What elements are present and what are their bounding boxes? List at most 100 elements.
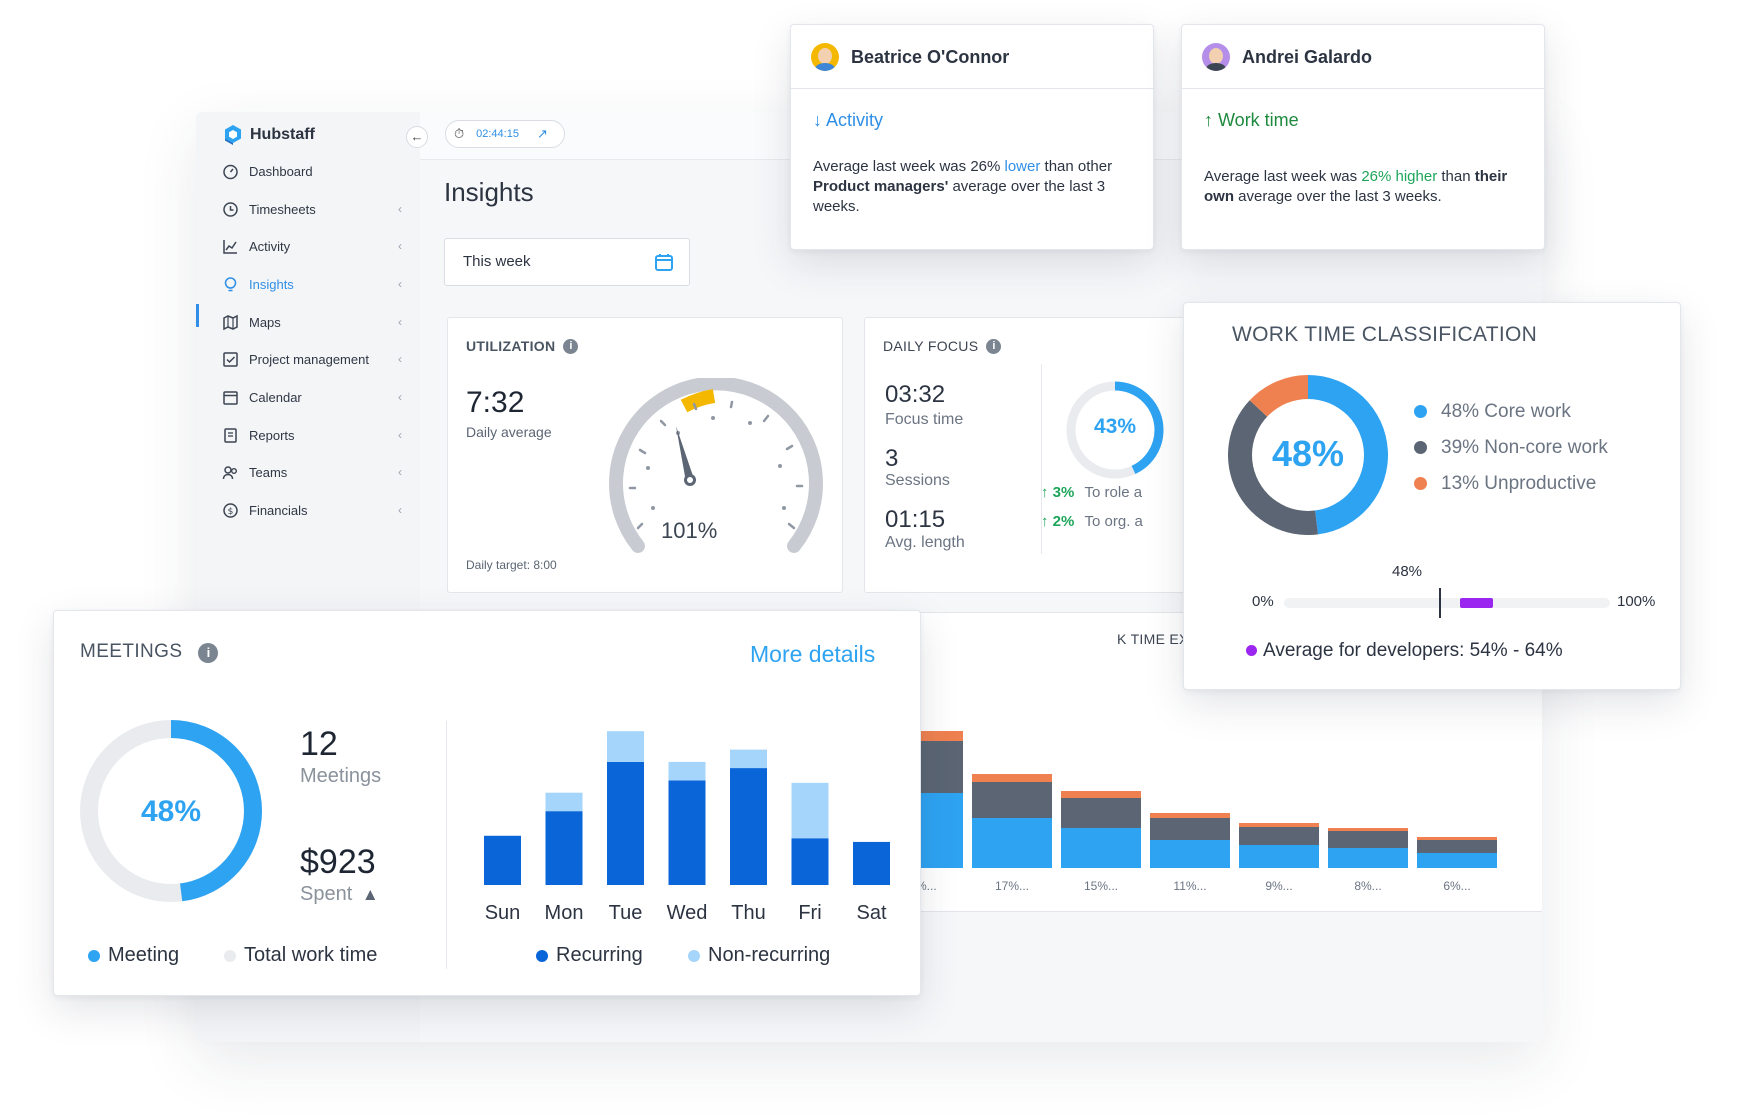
warning-icon[interactable]: ▲ bbox=[361, 885, 379, 904]
x-tick-label: 11%... bbox=[1173, 879, 1206, 893]
utilization-value: 7:32 bbox=[466, 386, 525, 419]
chevron-left-icon[interactable]: ‹ bbox=[398, 465, 402, 479]
focus-donut bbox=[1066, 381, 1164, 479]
sidebar-item-dashboard[interactable]: Dashboard bbox=[222, 158, 402, 184]
meetings-title-row: MEETINGS i bbox=[80, 641, 219, 663]
sessions-label: Sessions bbox=[885, 472, 950, 489]
insight-text-part: than bbox=[1437, 168, 1475, 185]
bar-nonrecurring bbox=[607, 731, 644, 762]
sidebar-item-label: Maps bbox=[249, 314, 281, 330]
sidebar-item-calendar[interactable]: Calendar ‹ bbox=[222, 384, 402, 410]
chevron-left-icon[interactable]: ‹ bbox=[398, 277, 402, 291]
x-tick-label: 8%... bbox=[1354, 879, 1381, 893]
sidebar-item-reports[interactable]: Reports ‹ bbox=[222, 422, 402, 448]
legend-label: 13% Unproductive bbox=[1441, 473, 1597, 494]
x-tick-label: 17%... bbox=[995, 879, 1029, 893]
meetings-bar-chart: Sun Mon Tue Wed Thu Fri Sat bbox=[484, 731, 890, 924]
metric-row: ↑ Work time bbox=[1204, 110, 1299, 131]
team-icon bbox=[222, 465, 237, 479]
date-filter-value: This week bbox=[463, 253, 531, 270]
calendar-icon bbox=[223, 390, 238, 405]
expenditure-bar-segment bbox=[1417, 853, 1497, 868]
insight-card-andrei[interactable]: Andrei Galardo ↑ Work time Average last … bbox=[1181, 24, 1545, 250]
user-name: Andrei Galardo bbox=[1242, 46, 1373, 67]
info-icon[interactable]: i bbox=[198, 642, 219, 663]
dashboard-icon bbox=[223, 164, 238, 179]
date-filter[interactable]: This week bbox=[444, 238, 690, 286]
open-timer-icon[interactable]: ↗ bbox=[536, 126, 548, 141]
bar-recurring bbox=[607, 761, 644, 885]
sidebar-item-label: Dashboard bbox=[249, 163, 313, 179]
sidebar-item-maps[interactable]: Maps ‹ bbox=[222, 309, 402, 335]
chevron-left-icon[interactable]: ‹ bbox=[398, 315, 402, 329]
x-tick-label: Fri bbox=[798, 902, 821, 924]
sidebar-item-teams[interactable]: Teams ‹ bbox=[222, 459, 402, 485]
sidebar-item-label: Insights bbox=[249, 276, 294, 292]
legend-label: Recurring bbox=[556, 944, 643, 966]
map-icon bbox=[223, 314, 238, 330]
chevron-left-icon[interactable]: ‹ bbox=[398, 239, 402, 253]
info-icon[interactable]: i bbox=[563, 339, 579, 355]
report-icon bbox=[224, 427, 237, 443]
insight-highlight: 26% higher bbox=[1361, 168, 1438, 185]
bar-recurring bbox=[484, 835, 521, 885]
x-tick-label: Sun bbox=[485, 902, 521, 924]
chevron-left-icon[interactable]: ‹ bbox=[398, 352, 402, 366]
brand[interactable]: Hubstaff bbox=[222, 124, 315, 146]
expenditure-bar-segment bbox=[1061, 791, 1141, 798]
lightbulb-icon bbox=[224, 276, 237, 291]
user-marker bbox=[1439, 588, 1442, 618]
x-tick-label: Thu bbox=[731, 902, 765, 924]
up-arrow-icon: ↑ bbox=[1041, 513, 1053, 530]
insight-value: 26% bbox=[970, 158, 1001, 175]
sidebar-item-project-management[interactable]: Project management ‹ bbox=[222, 346, 402, 372]
insight-bold: Product managers' bbox=[813, 178, 949, 195]
legend-label: 48% Core work bbox=[1441, 401, 1571, 422]
x-tick-label: 9%... bbox=[1265, 879, 1292, 893]
utilization-gauge bbox=[609, 378, 823, 553]
insight-highlight: lower bbox=[1000, 158, 1041, 175]
chevron-left-icon[interactable]: ‹ bbox=[398, 202, 402, 216]
sidebar-item-financials[interactable]: $ Financials ‹ bbox=[222, 497, 402, 523]
expenditure-bar-segment bbox=[972, 818, 1052, 868]
clock-icon bbox=[223, 201, 238, 217]
legend-dot bbox=[1414, 441, 1427, 455]
dollar-icon: $ bbox=[223, 502, 238, 518]
sidebar-item-label: Reports bbox=[249, 427, 295, 443]
divider bbox=[1041, 364, 1042, 554]
avg-length-value: 01:15 bbox=[885, 506, 946, 533]
daily-focus-title-row: DAILY FOCUS i bbox=[883, 338, 1002, 356]
insight-bold: their own bbox=[1204, 168, 1508, 205]
meetings-donut bbox=[80, 720, 262, 902]
utilization-title: UTILIZATION bbox=[466, 338, 556, 354]
sidebar-item-timesheets[interactable]: Timesheets ‹ bbox=[222, 196, 402, 222]
collapse-sidebar-button[interactable]: ← bbox=[406, 126, 428, 148]
sessions-value: 3 bbox=[885, 445, 899, 472]
sidebar-item-insights[interactable]: Insights ‹ bbox=[222, 271, 402, 297]
legend-total: Total work time bbox=[224, 944, 377, 967]
timer-widget[interactable]: ⏱ 02:44:15 ↗ bbox=[445, 120, 565, 148]
chevron-left-icon[interactable]: ‹ bbox=[398, 428, 402, 442]
up-arrow-icon: ↑ bbox=[1041, 484, 1053, 501]
legend-dot bbox=[1414, 405, 1427, 419]
legend-recurring: Recurring bbox=[536, 944, 643, 967]
user-name: Beatrice O'Connor bbox=[851, 46, 1010, 67]
chart-line-icon bbox=[223, 239, 237, 254]
brand-name: Hubstaff bbox=[250, 126, 315, 143]
focus-time-label: Focus time bbox=[885, 411, 964, 428]
x-tick-label: 6%... bbox=[1443, 879, 1470, 893]
page-title: Insights bbox=[444, 177, 534, 207]
chevron-left-icon[interactable]: ‹ bbox=[398, 503, 402, 517]
meetings-count-label: Meetings bbox=[300, 765, 382, 787]
info-icon[interactable]: i bbox=[986, 339, 1002, 355]
metric-label: Activity bbox=[826, 110, 884, 130]
legend-label: Total work time bbox=[244, 944, 378, 966]
sidebar-item-activity[interactable]: Activity ‹ bbox=[222, 233, 402, 259]
insight-card-beatrice[interactable]: Beatrice O'Connor ↓ Activity Average las… bbox=[790, 24, 1154, 250]
active-indicator bbox=[196, 304, 199, 327]
more-details-link[interactable]: More details bbox=[750, 641, 876, 667]
chevron-left-icon[interactable]: ‹ bbox=[398, 390, 402, 404]
insight-text-part: average over the last 3 weeks. bbox=[813, 178, 1106, 215]
gauge-needle bbox=[676, 426, 694, 482]
expenditure-bar-segment bbox=[1417, 840, 1497, 853]
